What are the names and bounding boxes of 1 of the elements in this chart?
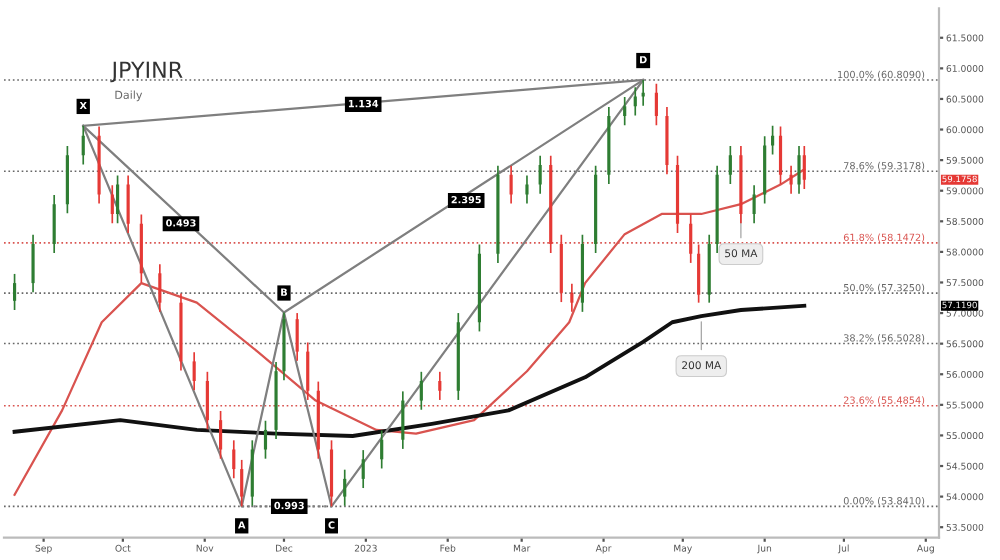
text: JPYINR [110,61,183,83]
